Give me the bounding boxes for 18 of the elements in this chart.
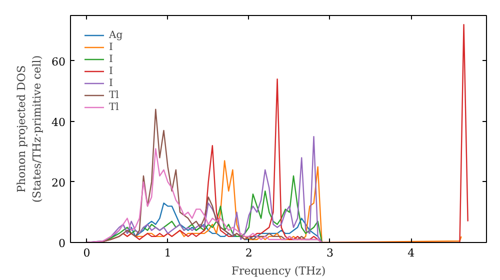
y-tick-label: 60 (52, 55, 66, 68)
legend-label: Tl (109, 101, 120, 113)
legend-label: I (109, 77, 114, 89)
x-tick-label: 2 (245, 246, 252, 260)
legend-label: I (109, 65, 114, 77)
legend-label: I (109, 53, 114, 65)
legend-label: I (109, 41, 114, 53)
y-axis-title: Phonon projected DOS (States/THz·primitive cell) (14, 55, 44, 203)
x-tick-label: 3 (326, 246, 334, 260)
x-tick-label: 1 (164, 246, 172, 260)
legend-label: Tl (109, 89, 120, 101)
y-tick-label: 20 (52, 176, 66, 190)
x-tick-label: 4 (408, 246, 415, 260)
x-tick-label: 0 (83, 246, 90, 260)
legend-label: Ag (109, 29, 124, 41)
x-axis-title: Frequency (THz) (231, 264, 326, 278)
y-tick-label: 40 (52, 116, 66, 129)
y-tick-label: 0 (58, 237, 66, 250)
